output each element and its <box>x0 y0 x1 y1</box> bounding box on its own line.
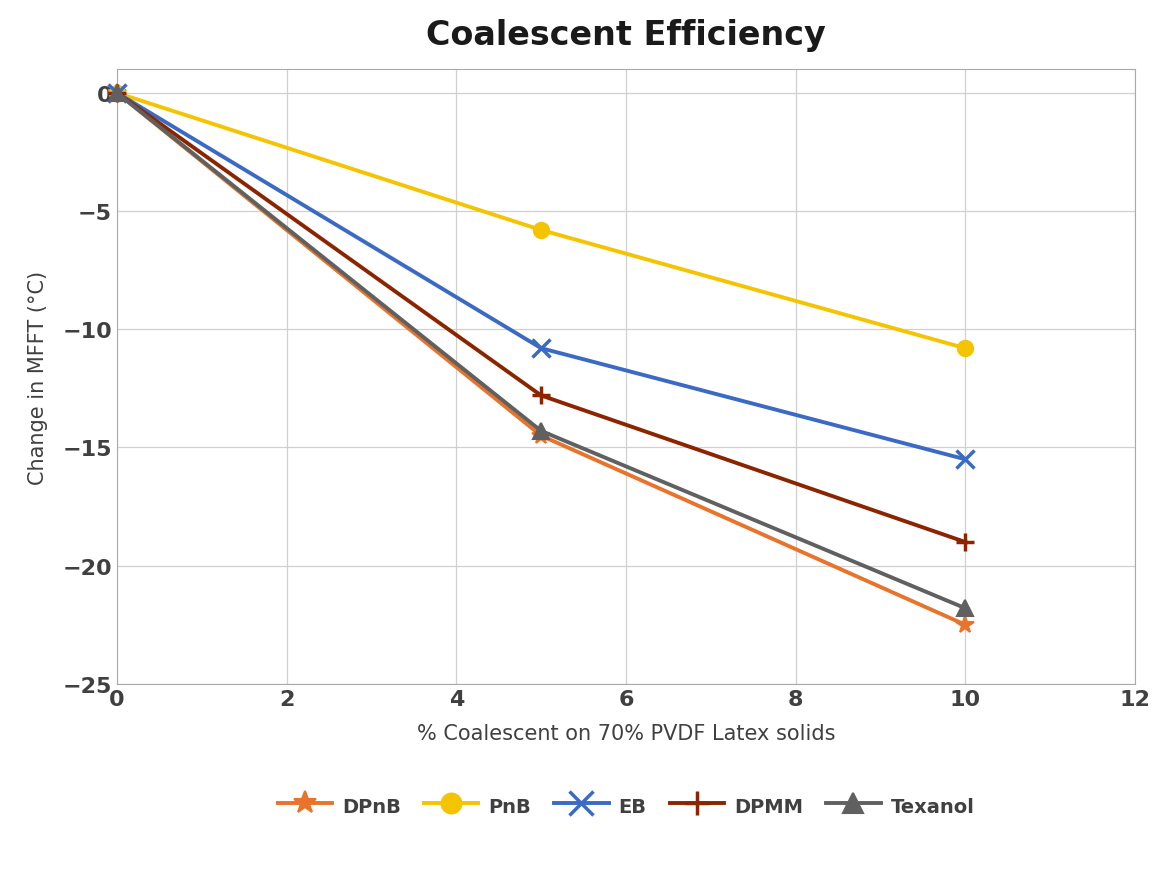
Title: Coalescent Efficiency: Coalescent Efficiency <box>426 19 826 52</box>
X-axis label: % Coalescent on 70% PVDF Latex solids: % Coalescent on 70% PVDF Latex solids <box>417 723 835 743</box>
DPnB <box>534 431 548 441</box>
DPnB <box>958 620 972 631</box>
EB <box>534 344 548 354</box>
Line: EB: EB <box>108 85 975 469</box>
Line: DPnB: DPnB <box>108 85 975 634</box>
DPMM <box>534 391 548 402</box>
PnB <box>534 225 548 236</box>
Line: Texanol: Texanol <box>109 86 973 617</box>
PnB <box>110 89 124 99</box>
EB <box>110 89 124 99</box>
DPnB <box>110 89 124 99</box>
EB <box>958 454 972 465</box>
Y-axis label: Change in MFFT (°C): Change in MFFT (°C) <box>28 270 48 484</box>
Texanol <box>110 89 124 99</box>
DPMM <box>958 537 972 547</box>
DPMM <box>110 89 124 99</box>
Texanol <box>534 426 548 437</box>
Texanol <box>958 603 972 614</box>
Line: DPMM: DPMM <box>108 85 975 552</box>
PnB <box>958 344 972 354</box>
Line: PnB: PnB <box>109 86 973 356</box>
Legend: DPnB, PnB, EB, DPMM, Texanol: DPnB, PnB, EB, DPMM, Texanol <box>270 786 982 825</box>
